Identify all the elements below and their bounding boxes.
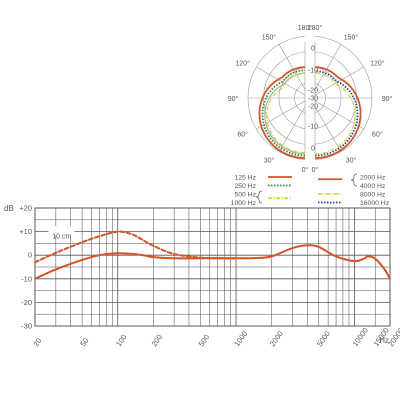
polar-radial-label: -30 — [308, 96, 318, 103]
y-axis-label: dB — [4, 204, 14, 213]
annotation-10cm: 10 cm — [52, 234, 71, 241]
polar-angle-label-left: 90° — [228, 95, 239, 103]
polar-radial-label: -10 — [308, 68, 318, 75]
y-tick-label: -20 — [21, 298, 32, 307]
x-axis-label: Hz — [379, 336, 389, 345]
y-tick-label: -10 — [21, 274, 32, 283]
legend-label: 250 Hz — [234, 183, 256, 190]
y-tick-label: +20 — [19, 204, 32, 213]
x-tick-label: 2000 — [268, 329, 285, 348]
polar-curve-250hz — [261, 69, 306, 157]
polar-angle-label-right: 150° — [344, 34, 359, 42]
legend-brace-left — [255, 190, 263, 204]
polar-angle-label-right: 120° — [370, 60, 385, 68]
legend-label: 500 Hz — [234, 192, 256, 199]
polar-angle-label-right: 0° — [312, 166, 319, 174]
series-line-response — [34, 244, 391, 280]
polar-curve-1000hz — [266, 72, 306, 154]
legend-brace-right — [350, 173, 358, 187]
polar-curve-16000hz — [314, 70, 359, 157]
x-tick-label: 20 — [31, 336, 43, 348]
x-tick-label: 10000 — [351, 326, 370, 348]
x-tick-label: 200 — [150, 333, 165, 348]
polar-angle-label-left: 150° — [262, 34, 277, 42]
series-line-10cm — [34, 230, 237, 264]
polar-radial-label: -10 — [308, 124, 318, 131]
plot-frame — [34, 207, 391, 327]
legend-label: 4000 Hz — [360, 183, 386, 190]
y-tick-label: +10 — [19, 227, 32, 236]
x-tick-label: 50 — [78, 336, 90, 348]
polar-angle-label-left: 180° — [298, 24, 313, 32]
annotation-background — [48, 226, 75, 236]
plot-grid — [34, 207, 391, 327]
x-tick-label: 5000 — [315, 329, 332, 348]
polar-center-gap — [305, 34, 315, 162]
x-tick-label: 500 — [197, 333, 212, 348]
polar-angle-label-right: 180° — [308, 24, 323, 32]
polar-angle-label-right: 90° — [382, 95, 393, 103]
polar-angle-label-left: 60° — [237, 131, 248, 139]
polar-angle-label-right: 60° — [372, 131, 383, 139]
polar-spoke — [309, 66, 364, 99]
polar-spoke — [309, 97, 364, 130]
y-tick-label: -30 — [21, 322, 32, 331]
y-tick-label: 0 — [28, 251, 32, 260]
x-tick-label: 1000 — [232, 329, 249, 348]
polar-radial-label: -20 — [308, 88, 318, 95]
polar-spoke — [256, 66, 311, 99]
polar-angle-label-left: 0° — [302, 166, 309, 174]
polar-radial-label: 0 — [311, 146, 315, 153]
legend-label: 8000 Hz — [360, 192, 386, 199]
x-tick-label: 100 — [114, 333, 129, 348]
legend-label: 16000 Hz — [360, 200, 390, 207]
polar-angle-label-left: 30° — [264, 156, 275, 164]
polar-radial-label: -20 — [308, 104, 318, 111]
legend-label: 1000 Hz — [231, 200, 257, 207]
polar-angle-label-right: 30° — [346, 156, 357, 164]
polar-radial-label: 0 — [311, 46, 315, 53]
legend-label: 125 Hz — [234, 175, 256, 182]
polar-spoke — [256, 97, 311, 130]
polar-curve-125hz — [258, 66, 306, 159]
legend-label: 2000 Hz — [360, 175, 386, 182]
polar-angle-label-left: 120° — [235, 60, 250, 68]
polar-curve-2000hz — [314, 66, 362, 159]
